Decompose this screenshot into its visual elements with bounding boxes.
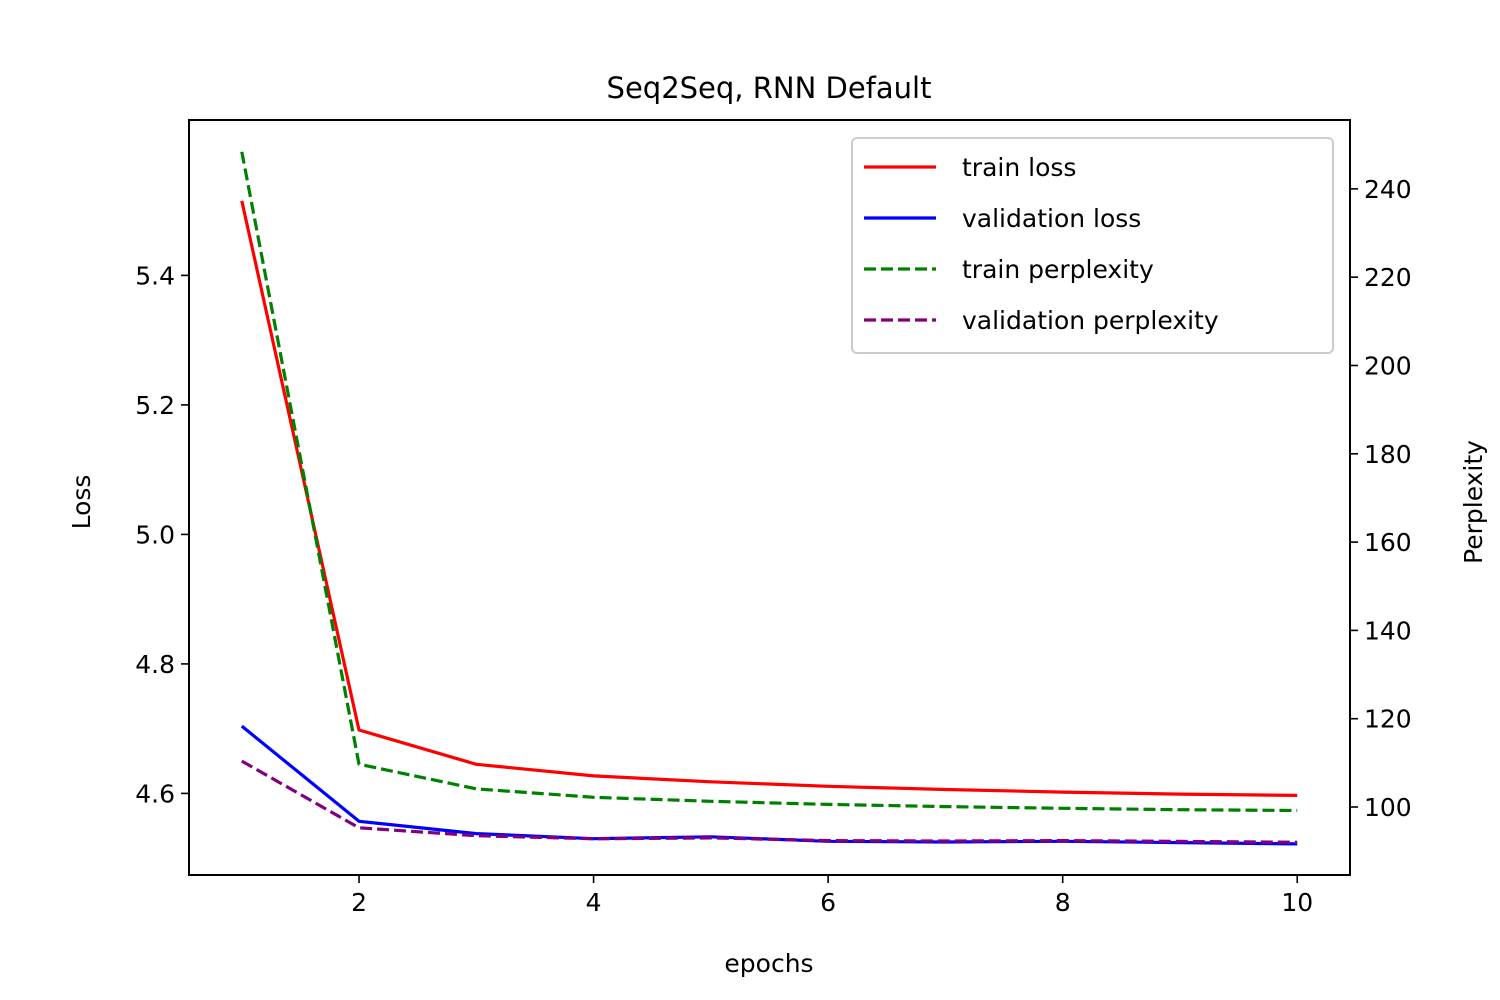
x-tick-label: 2 xyxy=(351,888,367,917)
y-axis-left: 4.6 4.8 5.0 5.2 5.4 xyxy=(135,261,189,808)
series-line-train-perplexity xyxy=(240,151,1298,813)
series-line-validation-perplexity xyxy=(241,759,1298,844)
y-left-tick-label: 4.6 xyxy=(135,779,175,808)
series-line-train-loss xyxy=(240,200,1298,797)
legend-label: train perplexity xyxy=(962,255,1154,284)
x-tick-label: 8 xyxy=(1055,888,1071,917)
y-right-tick-label: 180 xyxy=(1364,440,1412,469)
x-tick-label: 4 xyxy=(586,888,602,917)
legend-label: train loss xyxy=(962,153,1076,182)
y-right-tick-label: 140 xyxy=(1364,616,1412,645)
y-left-tick-label: 5.4 xyxy=(135,261,175,290)
y-right-tick-label: 200 xyxy=(1364,351,1412,380)
y-right-tick-label: 120 xyxy=(1364,705,1412,734)
y-left-tick-label: 4.8 xyxy=(135,650,175,679)
y-left-tick-label: 5.2 xyxy=(135,391,175,420)
plot-frame xyxy=(188,119,1351,876)
legend: train loss validation loss train perplexit… xyxy=(851,137,1334,354)
legend-label: validation perplexity xyxy=(962,306,1219,335)
y-right-tick-label: 100 xyxy=(1364,793,1412,822)
y-left-tick-label: 5.0 xyxy=(135,520,175,549)
x-axis: 2 4 6 8 10 xyxy=(351,875,1313,917)
legend-box xyxy=(851,137,1334,354)
x-tick-label: 6 xyxy=(820,888,836,917)
y-right-tick-label: 220 xyxy=(1364,263,1412,292)
y-right-tick-label: 240 xyxy=(1364,175,1412,204)
x-axis-label: epochs xyxy=(724,949,813,978)
plot-lines xyxy=(240,151,1298,846)
y-right-tick-label: 160 xyxy=(1364,528,1412,557)
chart-title: Seq2Seq, RNN Default xyxy=(607,71,932,105)
y-axis-right-label: Perplexity xyxy=(1459,440,1488,564)
legend-label: validation loss xyxy=(962,204,1141,233)
y-axis-left-label: Loss xyxy=(67,475,96,530)
y-axis-right: 100 120 140 160 180 200 220 240 xyxy=(1350,175,1412,822)
x-tick-label: 10 xyxy=(1281,888,1313,917)
